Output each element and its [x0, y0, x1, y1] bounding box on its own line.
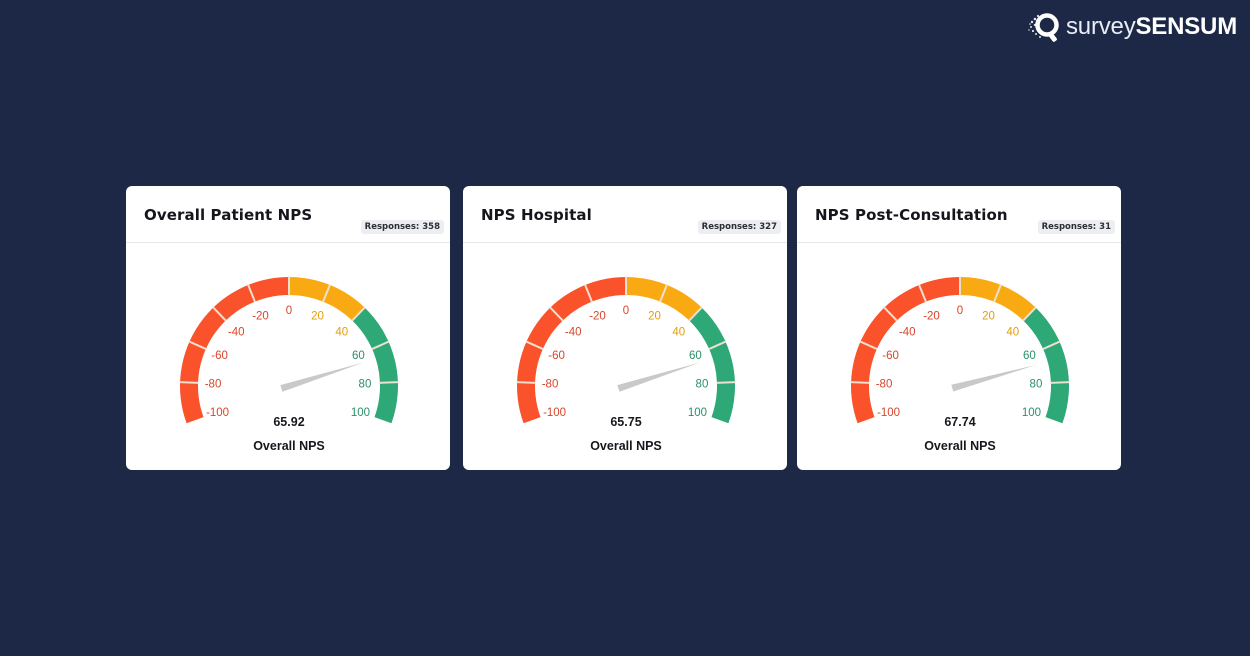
gauge-tick-label: -80 — [542, 378, 559, 390]
gauge-needle — [951, 365, 1036, 392]
gauge-tick-label: 100 — [1022, 407, 1041, 419]
gauge-tick-label: 20 — [648, 311, 661, 323]
gauge-tick-label: 40 — [672, 326, 685, 338]
gauge-tick — [321, 284, 331, 303]
gauge-tick-label: -80 — [205, 378, 222, 390]
gauge-svg: -100 -80 -60-40 -20 0 20 40 60 80 100 65.75 Overall… — [516, 276, 736, 453]
gauge-caption: Overall NPS — [253, 439, 325, 453]
gauge-tick — [584, 284, 594, 303]
gauge-tick — [188, 340, 207, 351]
gauge-tick — [212, 306, 227, 322]
gauge-band-promoters — [1023, 307, 1069, 424]
gauge-tick-label: 60 — [352, 350, 365, 362]
gauge-tick — [516, 381, 536, 384]
gauge-value: 65.92 — [273, 415, 304, 429]
gauge-caption: Overall NPS — [924, 439, 996, 453]
gauge-band-passives — [960, 277, 1036, 321]
gauge-tick — [708, 340, 727, 351]
gauge-tick — [525, 340, 544, 351]
nps-gauge: -100 -80 -60 -40 -20 0 20 40 60 80 100 67.74 Overall… — [797, 243, 1121, 470]
gauge-tick — [688, 306, 703, 322]
gauge-tick — [549, 306, 564, 322]
gauge-band-detractors — [180, 277, 289, 424]
gauge-tick-label: 40 — [335, 326, 348, 338]
card-title: NPS Hospital — [481, 206, 592, 224]
gauge-tick-label: 100 — [688, 407, 707, 419]
nps-gauge: -100 -80 -60 -40 -20 0 20 40 60 80 100 65.92 Overall… — [126, 243, 450, 470]
gauge-tick-label: 80 — [359, 378, 372, 390]
gauge-tick-label: -40 — [899, 326, 916, 338]
gauge-band-passives — [289, 277, 365, 321]
gauge-band-detractors — [851, 277, 960, 424]
gauge-tick-label: 60 — [689, 350, 702, 362]
gauge-tick-label: -20 — [589, 311, 606, 323]
gauge-tick — [883, 306, 898, 322]
nps-card-overall-patient: Overall Patient NPS Responses: 358 -100-… — [126, 186, 450, 470]
nps-gauge: -100 -80 -60 -40 -20 0 20 40 60 80 100 65.75 Overall… — [463, 243, 787, 470]
gauge-needle — [280, 362, 364, 392]
gauge-tick — [1042, 340, 1061, 351]
gauge-caption: Overall NPS — [590, 439, 662, 453]
responses-badge: Responses: 358 — [360, 220, 444, 234]
gauge-tick-label: 60 — [1023, 350, 1036, 362]
responses-badge: Responses: 327 — [697, 220, 781, 234]
card-header: NPS Post-Consultation Responses: 31 — [797, 186, 1121, 243]
brand-wordmark: surveySENSUM — [1066, 13, 1237, 40]
gauge-band-detractors — [517, 277, 626, 424]
gauge-tick-label: -40 — [565, 326, 582, 338]
gauge-tick-label: -60 — [882, 350, 899, 362]
gauge-tick-label: 0 — [286, 305, 292, 317]
magnifier-q-logo-icon — [1028, 13, 1059, 42]
gauge-tick-label: 80 — [1030, 378, 1043, 390]
gauge-tick — [351, 306, 366, 322]
gauge-tick-label: 0 — [623, 305, 629, 317]
gauge-tick — [716, 381, 736, 384]
gauge-tick — [371, 340, 390, 351]
gauge-tick — [247, 284, 257, 303]
gauge-tick-label: 80 — [696, 378, 709, 390]
gauge-tick-label: -100 — [877, 407, 900, 419]
gauge-band-passives — [626, 277, 702, 321]
gauge-value: 65.75 — [610, 415, 641, 429]
gauge-svg: -100 -80 -60-40 -20 0 20 40 60 80 100 67.74 Overall… — [850, 276, 1070, 453]
gauge-tick-label: 20 — [982, 311, 995, 323]
gauge-tick-label: -100 — [206, 407, 229, 419]
gauge-tick-label: -100 — [543, 407, 566, 419]
gauge-tick-label: 100 — [351, 407, 370, 419]
gauge-tick-label: -40 — [228, 326, 245, 338]
responses-badge: Responses: 31 — [1037, 220, 1115, 234]
gauge-tick — [179, 381, 199, 384]
gauge-tick-label: -60 — [548, 350, 565, 362]
gauge-tick-label: -60 — [211, 350, 228, 362]
card-title: NPS Post-Consultation — [815, 206, 1008, 224]
gauge-tick-label: -80 — [876, 378, 893, 390]
gauge-value: 67.74 — [944, 415, 975, 429]
gauge-band-promoters — [352, 307, 398, 424]
gauge-tick — [658, 284, 668, 303]
gauge-tick — [850, 381, 870, 384]
gauge-band-promoters — [689, 307, 735, 424]
gauge-tick-label: -20 — [252, 311, 269, 323]
gauge-tick — [1050, 381, 1070, 384]
gauge-needle — [617, 362, 701, 392]
card-header: Overall Patient NPS Responses: 358 — [126, 186, 450, 243]
nps-card-post-consultation: NPS Post-Consultation Responses: 31 -100… — [797, 186, 1121, 470]
gauge-tick-label: 20 — [311, 311, 324, 323]
gauge-tick-label: 40 — [1006, 326, 1019, 338]
card-title: Overall Patient NPS — [144, 206, 313, 224]
gauge-tick-label: 0 — [957, 305, 963, 317]
gauge-tick — [992, 284, 1002, 303]
gauge-tick — [1022, 306, 1037, 322]
gauge-tick — [379, 381, 399, 384]
brand-logo[interactable]: surveySENSUM — [1028, 10, 1237, 44]
gauge-tick — [859, 340, 878, 351]
gauge-tick-label: -20 — [923, 311, 940, 323]
nps-card-hospital: NPS Hospital Responses: 327 -100 -80 -60 -4… — [463, 186, 787, 470]
card-header: NPS Hospital Responses: 327 — [463, 186, 787, 243]
gauge-svg: -100 -80 -60-40 -20 0 20 40 60 80 100 65.92 Overall… — [179, 276, 399, 453]
gauge-tick — [918, 284, 928, 303]
